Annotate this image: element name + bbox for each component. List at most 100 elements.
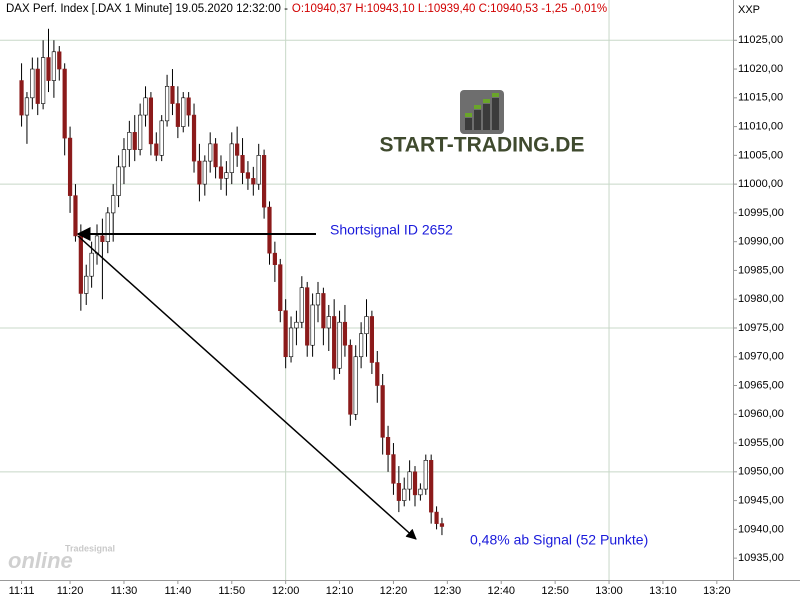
candle-body bbox=[164, 86, 170, 122]
candle-body bbox=[208, 143, 213, 162]
y-tick-label: 10940,00 bbox=[738, 523, 784, 535]
y-tick-label: 11010,00 bbox=[738, 120, 783, 132]
candle-body bbox=[175, 103, 180, 127]
y-tick-label: 11000,00 bbox=[738, 178, 783, 190]
candle-body bbox=[78, 235, 83, 294]
candle-body bbox=[256, 155, 261, 185]
candle-body bbox=[202, 160, 207, 185]
x-tick-label: 13:20 bbox=[703, 585, 731, 597]
x-tick-label: 12:00 bbox=[272, 585, 300, 597]
candle-body bbox=[159, 120, 164, 156]
x-tick-label: 12:10 bbox=[326, 585, 354, 597]
logo-text: START-TRADING.DE bbox=[380, 134, 585, 157]
header-ohlc: O:10940,37 H:10943,10 L:10939,40 C:10940… bbox=[292, 3, 607, 15]
candle-body bbox=[127, 132, 132, 150]
y-tick-label: 10995,00 bbox=[738, 207, 784, 219]
candle-body bbox=[229, 143, 234, 173]
x-tick-label: 12:30 bbox=[434, 585, 462, 597]
candle-body bbox=[288, 327, 294, 358]
y-tick-label: 11015,00 bbox=[738, 92, 783, 104]
candle-body bbox=[94, 235, 100, 254]
y-tick-label: 10945,00 bbox=[738, 495, 784, 507]
candle-body bbox=[348, 344, 353, 415]
x-tick-label: 11:11 bbox=[9, 585, 35, 597]
candle-body bbox=[305, 287, 310, 346]
candle-body bbox=[57, 51, 62, 70]
watermark-brand: Tradesignal bbox=[65, 543, 115, 553]
candle-body bbox=[170, 86, 175, 104]
candle-body bbox=[67, 137, 73, 196]
candle-body bbox=[143, 97, 148, 116]
y-tick-label: 11020,00 bbox=[738, 63, 783, 75]
candle-body bbox=[121, 149, 127, 168]
candle-body bbox=[267, 206, 272, 254]
y-tick-label: 11025,00 bbox=[738, 34, 783, 46]
y-tick-label: 10970,00 bbox=[738, 351, 784, 363]
candle-body bbox=[353, 356, 358, 415]
candle-body bbox=[402, 488, 407, 501]
candle-body bbox=[423, 460, 428, 490]
candle-body bbox=[245, 172, 251, 179]
candle-body bbox=[19, 80, 24, 116]
move-arrow bbox=[77, 235, 417, 540]
candle-body bbox=[138, 114, 143, 150]
x-tick-label: 11:50 bbox=[218, 585, 245, 597]
x-tick-label: 11:30 bbox=[111, 585, 138, 597]
candle-body bbox=[364, 316, 369, 335]
candle-body bbox=[272, 252, 277, 265]
candle-body bbox=[434, 511, 439, 524]
result-label: 0,48% ab Signal (52 Punkte) bbox=[470, 532, 648, 548]
candle-body bbox=[235, 143, 240, 156]
candle-body bbox=[116, 166, 121, 196]
candle-body bbox=[391, 454, 396, 484]
candle-body bbox=[46, 57, 51, 81]
candle-body bbox=[359, 333, 364, 358]
y-tick-label: 10980,00 bbox=[738, 293, 784, 305]
candle-body bbox=[181, 97, 186, 127]
axis-code: XXP bbox=[738, 4, 760, 16]
x-tick-label: 11:20 bbox=[57, 585, 84, 597]
y-tick-label: 10935,00 bbox=[738, 552, 784, 564]
candle-body bbox=[213, 143, 218, 168]
x-tick-label: 12:50 bbox=[541, 585, 569, 597]
candle-body bbox=[224, 172, 229, 179]
logo: START-TRADING.DE bbox=[380, 90, 585, 157]
candle-body bbox=[154, 143, 159, 156]
y-tick-label: 10955,00 bbox=[738, 437, 784, 449]
x-tick-label: 12:40 bbox=[487, 585, 515, 597]
candle-body bbox=[73, 195, 78, 237]
candle-body bbox=[251, 178, 256, 185]
candle-body bbox=[278, 264, 283, 312]
candle-body bbox=[315, 293, 321, 306]
candle-body bbox=[332, 316, 337, 369]
candle-body bbox=[299, 287, 304, 323]
watermark: Tradesignal online bbox=[8, 543, 115, 572]
candle-body bbox=[89, 252, 94, 277]
watermark-product: online bbox=[8, 548, 73, 573]
candle-body bbox=[429, 460, 434, 513]
x-tick-label: 13:10 bbox=[649, 585, 677, 597]
y-tick-label: 10960,00 bbox=[738, 408, 784, 420]
candle-body bbox=[186, 97, 191, 116]
candle-body bbox=[385, 437, 391, 455]
candle-body bbox=[132, 132, 137, 150]
candle-body bbox=[197, 160, 202, 185]
x-tick-label: 12:20 bbox=[380, 585, 408, 597]
candle-body bbox=[51, 51, 56, 81]
candle-body bbox=[412, 471, 418, 496]
y-tick-label: 10950,00 bbox=[738, 466, 784, 478]
y-tick-label: 11005,00 bbox=[738, 149, 783, 161]
candle-body bbox=[62, 68, 67, 139]
candle-body bbox=[218, 166, 224, 179]
candle-body bbox=[407, 471, 412, 490]
candle-body bbox=[283, 310, 288, 358]
candle-body bbox=[105, 212, 110, 242]
candle-body bbox=[84, 275, 89, 294]
candle-body bbox=[294, 321, 299, 329]
y-tick-label: 10990,00 bbox=[738, 236, 784, 248]
candle-body bbox=[326, 316, 331, 329]
candle-body bbox=[100, 235, 105, 242]
candle-body bbox=[261, 155, 267, 208]
header: DAX Perf. Index [.DAX 1 Minute] 19.05.20… bbox=[6, 3, 607, 15]
